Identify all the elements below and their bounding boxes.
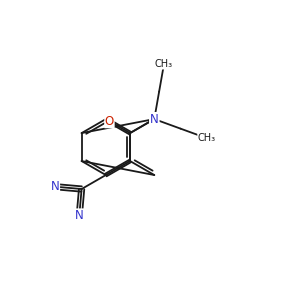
Text: N: N [150,112,159,126]
Text: CH₃: CH₃ [198,133,216,143]
Text: N: N [75,209,84,222]
Text: N: N [51,180,59,193]
Text: O: O [150,112,159,126]
Text: O: O [105,115,114,128]
Text: CH₃: CH₃ [155,59,173,69]
